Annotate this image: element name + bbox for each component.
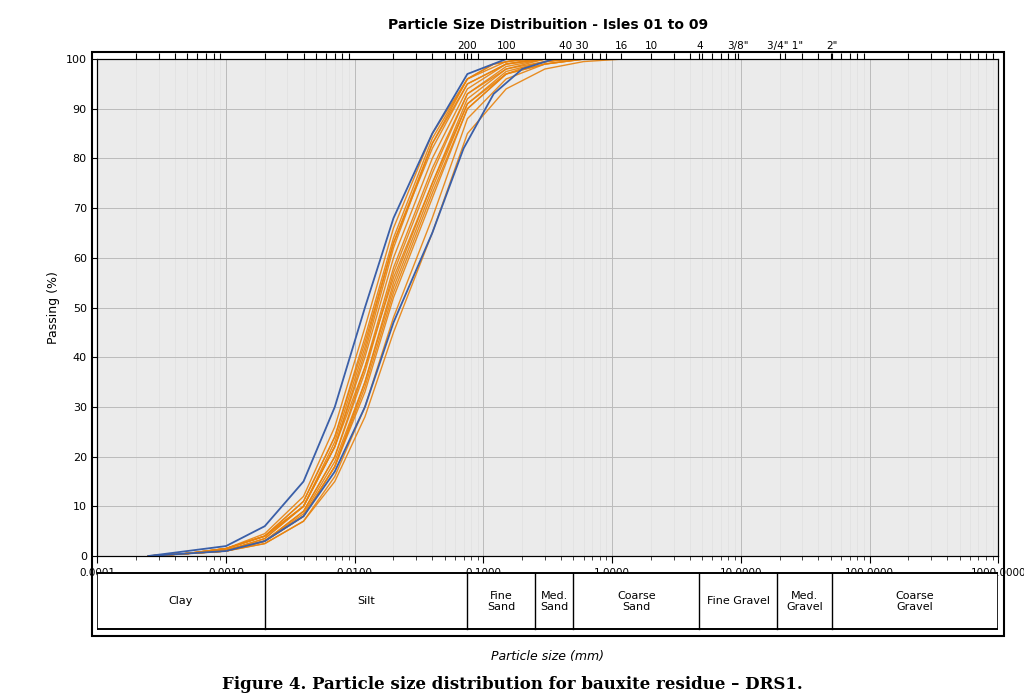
Text: Coarse
Sand: Coarse Sand bbox=[617, 591, 655, 612]
Text: Particle size (mm): Particle size (mm) bbox=[492, 651, 604, 663]
Text: Figure 4. Particle size distribution for bauxite residue – DRS1.: Figure 4. Particle size distribution for… bbox=[221, 676, 803, 693]
Bar bbox=[97, 573, 998, 629]
Text: Clay: Clay bbox=[169, 596, 194, 607]
Title: Particle Size Distribuition - Isles 01 to 09: Particle Size Distribuition - Isles 01 t… bbox=[388, 17, 708, 31]
Text: Fine
Sand: Fine Sand bbox=[487, 591, 515, 612]
Text: Med.
Gravel: Med. Gravel bbox=[786, 591, 822, 612]
Y-axis label: Passing (%): Passing (%) bbox=[47, 271, 60, 344]
Text: Med.
Sand: Med. Sand bbox=[540, 591, 568, 612]
Text: Coarse
Gravel: Coarse Gravel bbox=[896, 591, 935, 612]
Text: Fine Gravel: Fine Gravel bbox=[707, 596, 770, 607]
Text: Silt: Silt bbox=[357, 596, 375, 607]
